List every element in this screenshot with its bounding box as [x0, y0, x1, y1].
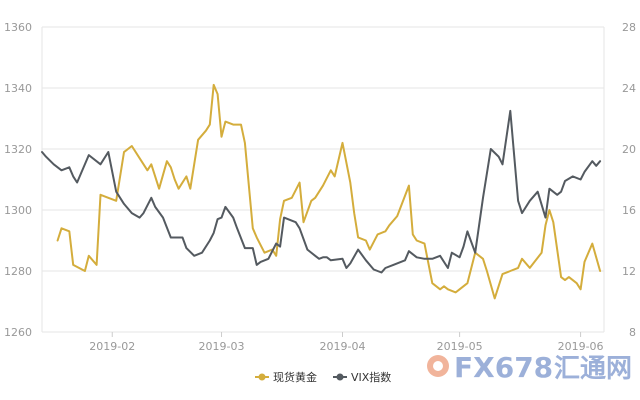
left-axis-tick-label: 1260: [4, 326, 32, 339]
series-line-vix: [41, 109, 602, 274]
right-axis-tick-label: 12: [622, 265, 636, 278]
legend-swatch-dot: [336, 373, 344, 381]
left-axis-tick-label: 1280: [4, 265, 32, 278]
axes: 1260 1280 1300 1320 1340 1360 8 12 16 20 24 28 2019-…: [4, 21, 636, 353]
left-axis-tick-label: 1300: [4, 204, 32, 217]
legend: 现货黄金 VIX指数: [255, 370, 391, 384]
right-axis-tick-label: 28: [622, 21, 636, 34]
right-axis-tick-label: 20: [622, 143, 636, 156]
left-axis-tick-label: 1360: [4, 21, 32, 34]
left-axis-tick-label: 1320: [4, 143, 32, 156]
x-axis-tick-label: 2019-03: [199, 340, 245, 353]
series-lines: [41, 83, 602, 300]
series-line-gold: [56, 83, 602, 300]
svg-text:汇通网: 汇通网: [554, 354, 631, 384]
x-axis-tick-label: 2019-04: [320, 340, 366, 353]
right-axis-tick-label: 8: [629, 326, 636, 339]
legend-swatch-dot: [258, 373, 266, 381]
x-axis-tick-label: 2019-02: [89, 340, 135, 353]
x-axis-tick-label: 2019-06: [558, 340, 604, 353]
fx678-watermark-logo: FX678 汇通网: [427, 351, 631, 384]
left-axis-tick-label: 1340: [4, 82, 32, 95]
svg-text:FX678: FX678: [454, 351, 553, 384]
legend-label: 现货黄金: [273, 370, 317, 384]
right-axis-tick-label: 16: [622, 204, 636, 217]
x-axis-tick-label: 2019-05: [437, 340, 483, 353]
grid-lines: [42, 26, 604, 333]
legend-label: VIX指数: [351, 370, 391, 384]
right-axis-tick-label: 24: [622, 82, 636, 95]
